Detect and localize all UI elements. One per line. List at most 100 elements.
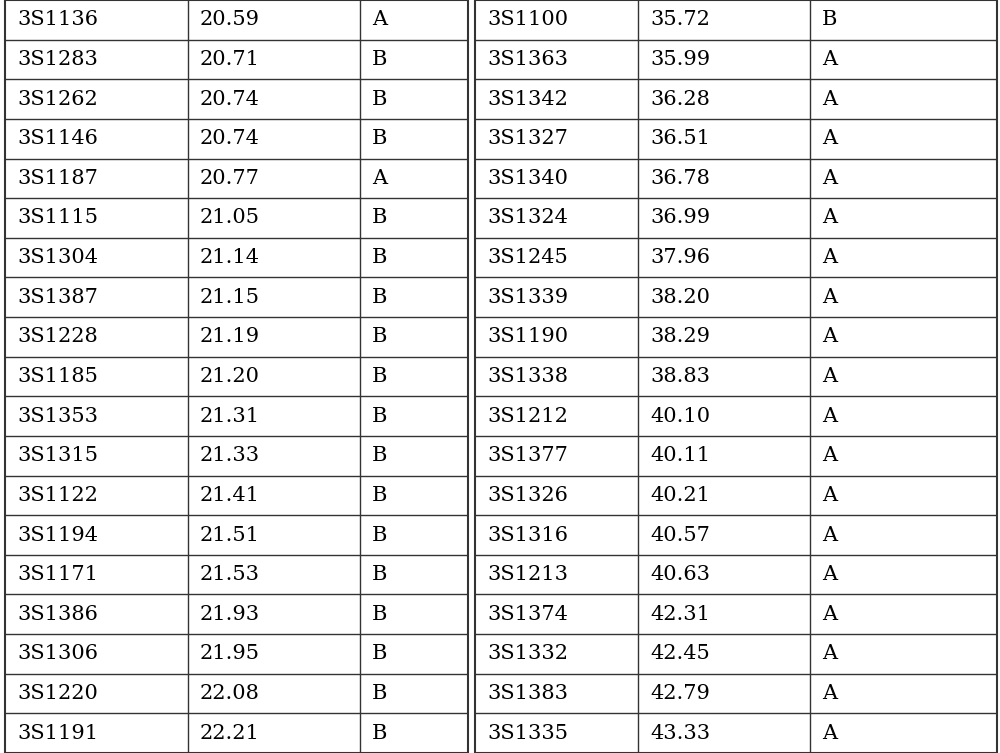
- Text: 21.19: 21.19: [200, 328, 260, 346]
- Text: 3S1387: 3S1387: [17, 288, 98, 306]
- Text: 3S1386: 3S1386: [17, 605, 98, 623]
- Text: 35.72: 35.72: [650, 11, 710, 29]
- Text: 3S1220: 3S1220: [17, 684, 98, 703]
- Text: A: A: [822, 209, 837, 227]
- Text: 3S1374: 3S1374: [487, 605, 568, 623]
- Text: A: A: [822, 724, 837, 742]
- Text: 40.57: 40.57: [650, 526, 710, 544]
- Text: A: A: [822, 288, 837, 306]
- Text: B: B: [372, 407, 387, 425]
- Text: 20.74: 20.74: [200, 90, 260, 108]
- Text: 22.08: 22.08: [200, 684, 260, 703]
- Text: A: A: [822, 684, 837, 703]
- Text: 3S1100: 3S1100: [487, 11, 568, 29]
- Text: 3S1115: 3S1115: [17, 209, 98, 227]
- Text: 3S1185: 3S1185: [17, 367, 98, 386]
- Text: 3S1187: 3S1187: [17, 169, 98, 187]
- Text: B: B: [372, 486, 387, 505]
- Text: 3S1383: 3S1383: [487, 684, 568, 703]
- Text: 3S1306: 3S1306: [17, 645, 98, 663]
- Text: 3S1332: 3S1332: [487, 645, 568, 663]
- Text: 22.21: 22.21: [200, 724, 260, 742]
- Text: 3S1283: 3S1283: [17, 50, 98, 69]
- Text: 21.14: 21.14: [200, 248, 260, 267]
- Text: A: A: [822, 605, 837, 623]
- Text: 36.28: 36.28: [650, 90, 710, 108]
- Text: 3S1191: 3S1191: [17, 724, 98, 742]
- Text: B: B: [822, 11, 837, 29]
- Text: 37.96: 37.96: [650, 248, 710, 267]
- Text: 43.33: 43.33: [650, 724, 710, 742]
- Text: 40.10: 40.10: [650, 407, 710, 425]
- Text: B: B: [372, 209, 387, 227]
- Text: 3S1228: 3S1228: [17, 328, 98, 346]
- Text: 21.31: 21.31: [200, 407, 260, 425]
- Text: A: A: [822, 566, 837, 584]
- Text: 3S1212: 3S1212: [487, 407, 568, 425]
- Text: B: B: [372, 328, 387, 346]
- Text: 42.45: 42.45: [650, 645, 710, 663]
- Text: B: B: [372, 526, 387, 544]
- Text: 20.74: 20.74: [200, 130, 260, 148]
- Text: 40.21: 40.21: [650, 486, 710, 505]
- Text: A: A: [822, 90, 837, 108]
- Text: 20.59: 20.59: [200, 11, 260, 29]
- Text: 38.83: 38.83: [650, 367, 710, 386]
- Text: B: B: [372, 90, 387, 108]
- Text: A: A: [822, 645, 837, 663]
- Text: 3S1339: 3S1339: [487, 288, 568, 306]
- Text: 3S1326: 3S1326: [487, 486, 568, 505]
- Text: 21.53: 21.53: [200, 566, 260, 584]
- Text: B: B: [372, 50, 387, 69]
- Text: A: A: [822, 248, 837, 267]
- Text: 21.95: 21.95: [200, 645, 260, 663]
- Text: 3S1316: 3S1316: [487, 526, 568, 544]
- Text: 3S1190: 3S1190: [487, 328, 568, 346]
- Text: 40.63: 40.63: [650, 566, 710, 584]
- Text: 42.31: 42.31: [650, 605, 710, 623]
- Text: 21.93: 21.93: [200, 605, 260, 623]
- Text: A: A: [822, 169, 837, 187]
- Text: 3S1340: 3S1340: [487, 169, 568, 187]
- Text: A: A: [372, 11, 387, 29]
- Text: 35.99: 35.99: [650, 50, 710, 69]
- Text: A: A: [822, 367, 837, 386]
- Text: B: B: [372, 248, 387, 267]
- Text: 40.11: 40.11: [650, 447, 710, 465]
- Text: 3S1342: 3S1342: [487, 90, 568, 108]
- Text: 3S1338: 3S1338: [487, 367, 568, 386]
- Text: 36.51: 36.51: [650, 130, 710, 148]
- Text: 3S1324: 3S1324: [487, 209, 568, 227]
- Text: B: B: [372, 367, 387, 386]
- Text: 3S1377: 3S1377: [487, 447, 568, 465]
- Text: B: B: [372, 645, 387, 663]
- Text: 20.77: 20.77: [200, 169, 260, 187]
- Text: A: A: [822, 486, 837, 505]
- Text: 3S1327: 3S1327: [487, 130, 568, 148]
- Text: 3S1315: 3S1315: [17, 447, 98, 465]
- Text: 3S1194: 3S1194: [17, 526, 98, 544]
- Text: 3S1245: 3S1245: [487, 248, 568, 267]
- Text: 3S1304: 3S1304: [17, 248, 98, 267]
- Text: 3S1363: 3S1363: [487, 50, 568, 69]
- Text: 38.29: 38.29: [650, 328, 710, 346]
- Text: 21.05: 21.05: [200, 209, 260, 227]
- Text: 21.15: 21.15: [200, 288, 260, 306]
- Text: 36.99: 36.99: [650, 209, 710, 227]
- Text: 3S1122: 3S1122: [17, 486, 98, 505]
- Text: B: B: [372, 447, 387, 465]
- Text: B: B: [372, 724, 387, 742]
- Text: 21.20: 21.20: [200, 367, 260, 386]
- Text: B: B: [372, 566, 387, 584]
- Text: B: B: [372, 605, 387, 623]
- Text: 21.33: 21.33: [200, 447, 260, 465]
- Text: 42.79: 42.79: [650, 684, 710, 703]
- Text: 21.51: 21.51: [200, 526, 260, 544]
- Text: A: A: [822, 50, 837, 69]
- Text: 3S1171: 3S1171: [17, 566, 98, 584]
- Text: A: A: [822, 130, 837, 148]
- Text: B: B: [372, 288, 387, 306]
- Text: B: B: [372, 684, 387, 703]
- Text: A: A: [822, 447, 837, 465]
- Text: 36.78: 36.78: [650, 169, 710, 187]
